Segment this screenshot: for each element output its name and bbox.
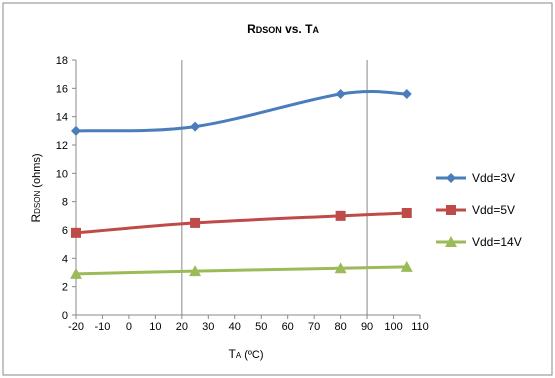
data-point-2 bbox=[334, 262, 347, 274]
legend-marker-1 bbox=[446, 205, 456, 215]
series-line-1 bbox=[75, 211, 407, 235]
x-tick-label: 80 bbox=[334, 321, 346, 333]
y-tick-label: 0 bbox=[62, 310, 68, 322]
legend: Vdd=3V Vdd=5V Vdd=14V bbox=[436, 171, 522, 249]
data-point-2 bbox=[189, 265, 202, 277]
legend-label-0: Vdd=3V bbox=[472, 171, 515, 185]
data-point-2 bbox=[400, 260, 413, 272]
axes-layer bbox=[72, 59, 421, 319]
x-axis-title: TA (ºC) bbox=[228, 347, 263, 361]
data-point-1 bbox=[401, 208, 412, 218]
x-tick-label: 110 bbox=[411, 321, 429, 333]
data-point-1 bbox=[190, 217, 201, 228]
x-tick-label: 90 bbox=[361, 321, 373, 333]
data-point-0 bbox=[71, 125, 81, 136]
y-tick-label: 6 bbox=[62, 225, 68, 237]
y-tick-label: 8 bbox=[62, 197, 68, 209]
data-point-2 bbox=[70, 267, 82, 279]
series-line-0 bbox=[75, 90, 407, 133]
legend-marker-0 bbox=[446, 173, 456, 183]
data-point-1 bbox=[335, 210, 346, 221]
x-tick-label: 100 bbox=[384, 321, 402, 333]
y-tick-label: 10 bbox=[56, 168, 68, 180]
legend-marker-2 bbox=[445, 236, 457, 247]
legend-label-2: Vdd=14V bbox=[472, 235, 522, 249]
data-point-1 bbox=[71, 227, 81, 238]
x-tick-label: 0 bbox=[126, 321, 132, 333]
x-tick-label: 40 bbox=[229, 321, 241, 333]
x-tick-label: 60 bbox=[282, 321, 294, 333]
y-tick-label: 12 bbox=[56, 140, 68, 152]
x-tick-label: 30 bbox=[202, 321, 214, 333]
legend-label-1: Vdd=5V bbox=[472, 203, 515, 217]
data-point-0 bbox=[401, 89, 412, 99]
x-tick-label: -20 bbox=[68, 321, 84, 333]
y-tick-label: 2 bbox=[62, 282, 68, 294]
series-layer bbox=[70, 89, 413, 279]
y-tick-label: 18 bbox=[56, 55, 68, 67]
x-tick-label: 50 bbox=[255, 321, 267, 333]
chart-title: RDSON vs. TA bbox=[247, 22, 319, 36]
x-tick-labels: -20 -10 0 10 20 30 40 50 60 70 80 90 100 110 bbox=[68, 321, 429, 333]
x-tick-label: -10 bbox=[95, 321, 111, 333]
y-tick-label: 4 bbox=[62, 253, 68, 265]
y-tick-label: 16 bbox=[56, 83, 68, 95]
y-tick-label: 14 bbox=[56, 112, 68, 124]
series-line-2 bbox=[75, 265, 407, 276]
x-tick-label: 20 bbox=[176, 321, 188, 333]
y-axis-title: RDSON (ohms) bbox=[29, 153, 43, 222]
data-point-0 bbox=[335, 89, 346, 99]
x-tick-label: 10 bbox=[149, 321, 161, 333]
data-point-0 bbox=[190, 121, 201, 132]
x-tick-label: 70 bbox=[308, 321, 320, 333]
y-tick-labels: 0 2 4 6 8 10 12 14 16 18 bbox=[56, 55, 68, 322]
